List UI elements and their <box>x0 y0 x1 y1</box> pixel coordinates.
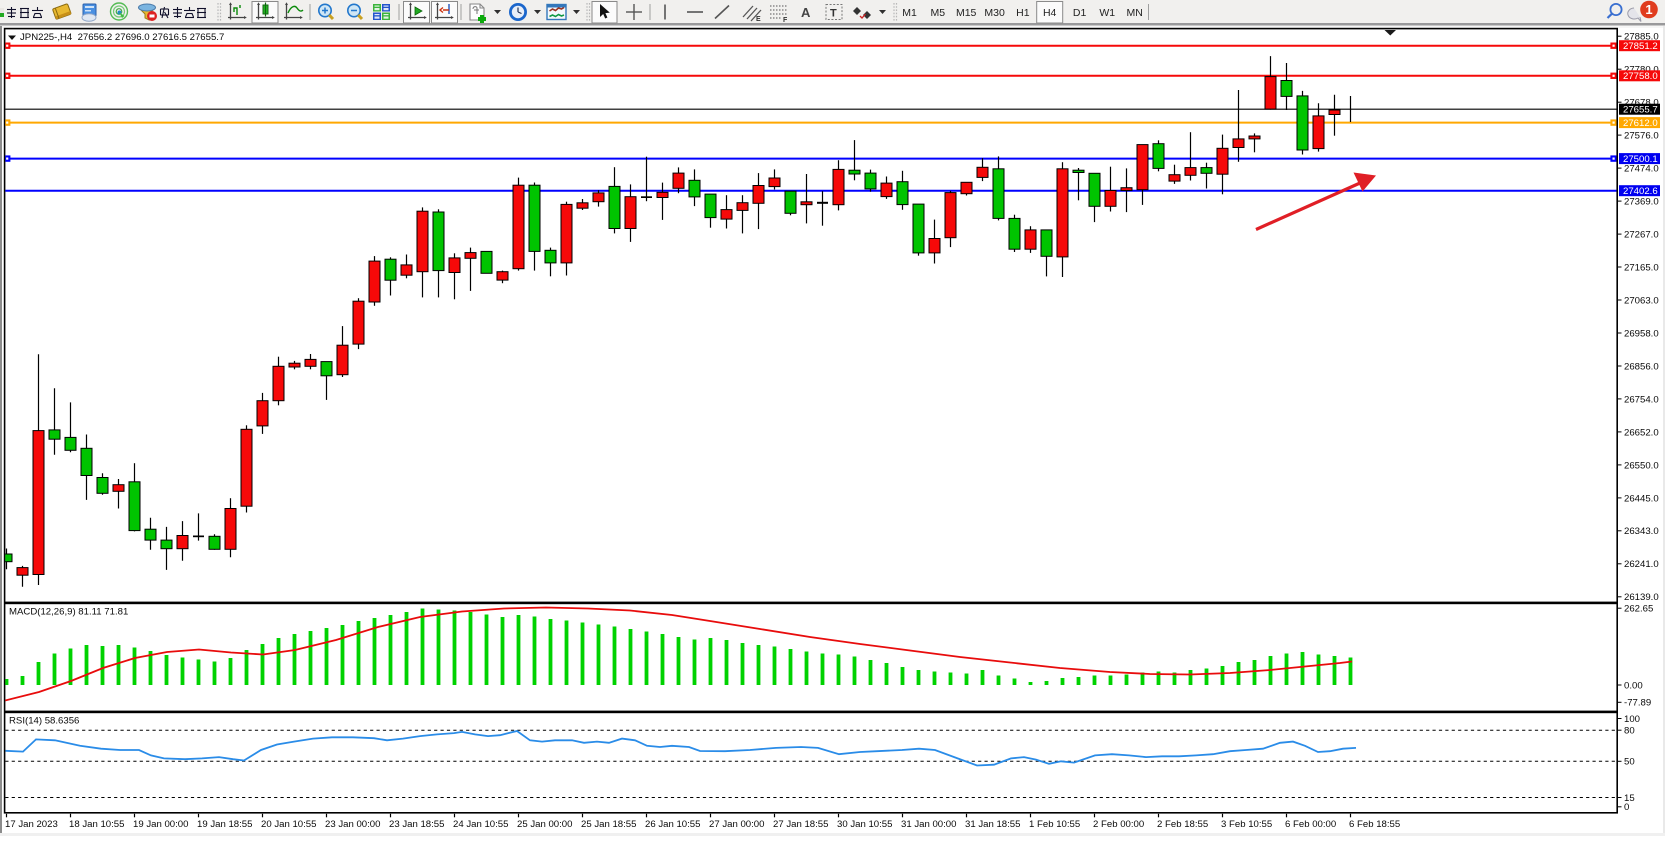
svg-text:RSI(14) 58.6356: RSI(14) 58.6356 <box>9 716 79 727</box>
svg-text:19 Jan 00:00: 19 Jan 00:00 <box>133 819 188 830</box>
svg-text:80: 80 <box>1624 726 1635 737</box>
svg-text:100: 100 <box>1624 714 1640 725</box>
svg-text:D1: D1 <box>1073 7 1087 19</box>
svg-text:-77.89: -77.89 <box>1624 698 1651 709</box>
svg-text:15: 15 <box>1624 793 1635 804</box>
svg-text:24 Jan 10:55: 24 Jan 10:55 <box>453 819 508 830</box>
svg-text:1: 1 <box>1645 2 1652 17</box>
svg-text:3 Feb 10:55: 3 Feb 10:55 <box>1221 819 1272 830</box>
svg-text:MACD(12,26,9) 81.11 71.81: MACD(12,26,9) 81.11 71.81 <box>9 607 128 618</box>
svg-text:19 Jan 18:55: 19 Jan 18:55 <box>197 819 252 830</box>
svg-text:27780.0: 27780.0 <box>1624 65 1659 76</box>
svg-text:27678.0: 27678.0 <box>1624 98 1659 109</box>
svg-text:2 Feb 18:55: 2 Feb 18:55 <box>1157 819 1208 830</box>
svg-text:27402.6: 27402.6 <box>1623 186 1658 197</box>
svg-text:27165.0: 27165.0 <box>1624 262 1659 273</box>
svg-text:27474.0: 27474.0 <box>1624 164 1659 175</box>
svg-text:26856.0: 26856.0 <box>1624 361 1659 372</box>
svg-text:26652.0: 26652.0 <box>1624 427 1659 438</box>
svg-text:26139.0: 26139.0 <box>1624 592 1659 603</box>
svg-text:25 Jan 00:00: 25 Jan 00:00 <box>517 819 572 830</box>
svg-text:26 Jan 10:55: 26 Jan 10:55 <box>645 819 700 830</box>
svg-text:26550.0: 26550.0 <box>1624 460 1659 471</box>
svg-text:E: E <box>756 16 761 23</box>
svg-text:27063.0: 27063.0 <box>1624 295 1659 306</box>
svg-text:H1: H1 <box>1016 7 1030 19</box>
svg-text:0.00: 0.00 <box>1624 680 1643 691</box>
svg-text:M1: M1 <box>902 7 917 19</box>
svg-text:27 Jan 00:00: 27 Jan 00:00 <box>709 819 764 830</box>
svg-text:27612.0: 27612.0 <box>1623 118 1658 129</box>
svg-text:20 Jan 10:55: 20 Jan 10:55 <box>261 819 316 830</box>
svg-text:18 Jan 10:55: 18 Jan 10:55 <box>69 819 124 830</box>
svg-text:MN: MN <box>1127 7 1143 19</box>
svg-text:26445.0: 26445.0 <box>1624 493 1659 504</box>
svg-text:17 Jan 2023: 17 Jan 2023 <box>5 819 58 830</box>
svg-text:26754.0: 26754.0 <box>1624 394 1659 405</box>
svg-text:30 Jan 10:55: 30 Jan 10:55 <box>837 819 892 830</box>
svg-text:23 Jan 00:00: 23 Jan 00:00 <box>325 819 380 830</box>
svg-text:262.65: 262.65 <box>1624 604 1653 615</box>
svg-text:1 Feb 10:55: 1 Feb 10:55 <box>1029 819 1080 830</box>
svg-text:27851.2: 27851.2 <box>1623 41 1658 52</box>
svg-text:JPN225-,H4 27656.2 27696.0 27: JPN225-,H4 27656.2 27696.0 27616.5 27655… <box>20 32 224 43</box>
svg-text:26241.0: 26241.0 <box>1624 559 1659 570</box>
svg-text:6 Feb 18:55: 6 Feb 18:55 <box>1349 819 1400 830</box>
svg-text:27 Jan 18:55: 27 Jan 18:55 <box>773 819 828 830</box>
svg-text:26343.0: 26343.0 <box>1624 526 1659 537</box>
svg-text:26958.0: 26958.0 <box>1624 328 1659 339</box>
svg-text:M30: M30 <box>984 7 1005 19</box>
svg-text:T: T <box>830 8 837 20</box>
svg-text:2 Feb 00:00: 2 Feb 00:00 <box>1093 819 1144 830</box>
svg-text:A: A <box>801 5 811 20</box>
svg-text:27758.0: 27758.0 <box>1623 71 1658 82</box>
svg-text:6 Feb 00:00: 6 Feb 00:00 <box>1285 819 1336 830</box>
svg-text:27576.0: 27576.0 <box>1624 131 1659 142</box>
svg-text:H4: H4 <box>1043 7 1057 19</box>
svg-text:27267.0: 27267.0 <box>1624 230 1659 241</box>
svg-text:0: 0 <box>1624 802 1629 813</box>
svg-text:27885.0: 27885.0 <box>1624 32 1659 43</box>
svg-text:23 Jan 18:55: 23 Jan 18:55 <box>389 819 444 830</box>
svg-text:F: F <box>783 17 788 24</box>
svg-text:31 Jan 00:00: 31 Jan 00:00 <box>901 819 956 830</box>
svg-text:27369.0: 27369.0 <box>1624 197 1659 208</box>
svg-text:M5: M5 <box>931 7 946 19</box>
svg-text:W1: W1 <box>1099 7 1115 19</box>
svg-text:25 Jan 18:55: 25 Jan 18:55 <box>581 819 636 830</box>
svg-text:27500.1: 27500.1 <box>1623 154 1658 165</box>
svg-text:M15: M15 <box>956 7 977 19</box>
svg-text:27655.7: 27655.7 <box>1623 105 1658 116</box>
svg-text:50: 50 <box>1624 757 1635 768</box>
svg-text:31 Jan 18:55: 31 Jan 18:55 <box>965 819 1020 830</box>
